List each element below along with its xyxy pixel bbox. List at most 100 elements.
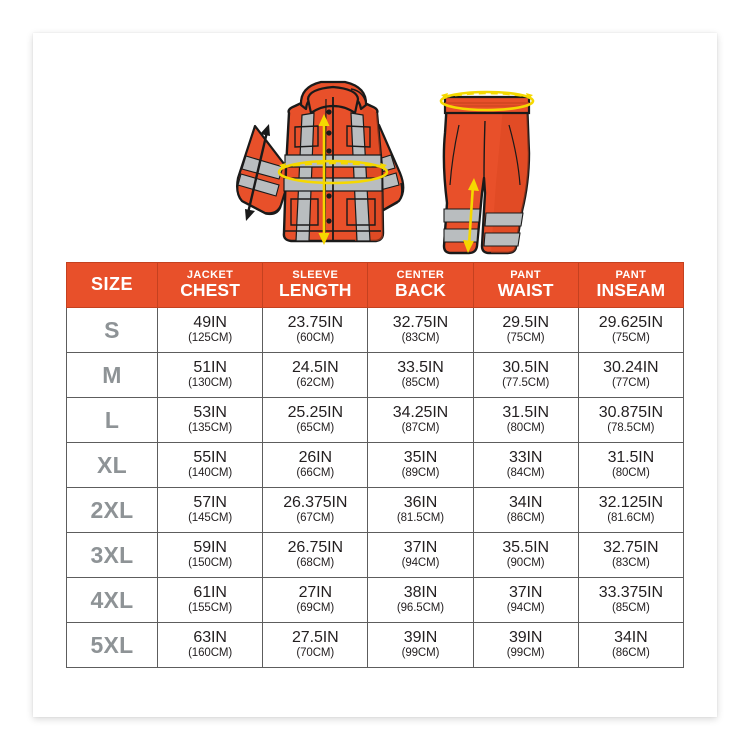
pant-inseam-centimeters: (81.6CM): [607, 512, 655, 525]
pant-waist-centimeters: (99CM): [506, 647, 545, 660]
jacket-chest-inches: 61IN: [193, 584, 227, 602]
cell-center-back: 34.25IN (87CM): [367, 397, 474, 443]
center-back-centimeters: (85CM): [401, 377, 440, 390]
sleeve-length-inches: 26.375IN: [283, 494, 348, 512]
pant-waist-centimeters: (75CM): [506, 332, 545, 345]
pant-inseam-centimeters: (83CM): [611, 557, 650, 570]
center-back-inches: 34.25IN: [392, 404, 449, 422]
center-back-centimeters: (99CM): [401, 647, 440, 660]
waist-measurement-ellipse: [439, 90, 535, 112]
cell-sleeve-length: 26.75IN (68CM): [262, 532, 369, 578]
column-header-center-back-main: BACK: [394, 280, 446, 301]
pant-waist-centimeters: (80CM): [506, 422, 545, 435]
pant-inseam-inches: 33.375IN: [598, 584, 663, 602]
pant-waist-inches: 39IN: [508, 629, 543, 647]
jacket-chest-inches: 53IN: [193, 404, 227, 422]
pant-waist-centimeters: (90CM): [506, 557, 545, 570]
pant-inseam-inches: 30.875IN: [598, 404, 663, 422]
center-back-inches: 38IN: [403, 584, 438, 602]
pant-inseam-inches: 32.125IN: [598, 494, 663, 512]
cell-jacket-chest: 63IN (160CM): [156, 622, 264, 668]
column-header-jacket-chest: JACKET CHEST: [156, 262, 264, 308]
cell-pant-waist: 31.5IN (80CM): [472, 397, 579, 443]
pant-waist-inches: 30.5IN: [502, 359, 549, 377]
size-label: 4XL: [90, 586, 134, 613]
center-back-measurement-arrow: [318, 114, 330, 245]
column-header-pant-waist-top: PANT: [510, 268, 542, 281]
cell-size-2xl: 2XL: [66, 487, 158, 533]
table-row: 5XL 63IN (160CM) 27.5IN (70CM) 39IN (99CM) 39IN…: [66, 622, 684, 668]
size-label: XL: [97, 451, 127, 478]
pant-waist-inches: 29.5IN: [502, 314, 549, 332]
cell-size-s: S: [66, 307, 158, 353]
cell-pant-inseam: 34IN (86CM): [577, 622, 684, 668]
cell-pant-waist: 39IN (99CM): [472, 622, 579, 668]
inseam-measurement-arrow: [463, 178, 479, 253]
cell-pant-inseam: 33.375IN (85CM): [577, 577, 684, 623]
sleeve-length-measurement-arrow: [245, 124, 270, 221]
pant-inseam-inches: 32.75IN: [603, 539, 659, 557]
cell-sleeve-length: 25.25IN (65CM): [262, 397, 369, 443]
center-back-centimeters: (83CM): [401, 332, 440, 345]
hi-vis-jacket-illustration: [236, 80, 405, 245]
cell-center-back: 38IN (96.5CM): [367, 577, 474, 623]
center-back-inches: 37IN: [403, 539, 438, 557]
pant-inseam-centimeters: (86CM): [611, 647, 650, 660]
pant-inseam-inches: 29.625IN: [598, 314, 663, 332]
jacket-chest-inches: 57IN: [193, 494, 227, 512]
table-body: S 49IN (125CM) 23.75IN (60CM) 32.75IN (83CM) 29…: [66, 307, 684, 668]
pant-inseam-centimeters: (80CM): [611, 467, 650, 480]
cell-center-back: 36IN (81.5CM): [367, 487, 474, 533]
size-label: 5XL: [90, 631, 134, 658]
column-header-pant-waist-main: WAIST: [497, 280, 554, 301]
pant-waist-centimeters: (86CM): [506, 512, 545, 525]
pant-waist-inches: 37IN: [508, 584, 543, 602]
jacket-chest-centimeters: (135CM): [188, 422, 233, 435]
cell-center-back: 39IN (99CM): [367, 622, 474, 668]
pant-waist-centimeters: (94CM): [506, 602, 545, 615]
jacket-chest-inches: 63IN: [193, 629, 227, 647]
cell-jacket-chest: 55IN (140CM): [156, 442, 264, 488]
table-row: 3XL 59IN (150CM) 26.75IN (68CM) 37IN (94CM) 35.…: [66, 532, 684, 578]
sleeve-length-inches: 26IN: [298, 449, 333, 467]
table-row: 4XL 61IN (155CM) 27IN (69CM) 38IN (96.5CM) 37IN…: [66, 577, 684, 623]
sleeve-length-inches: 27.5IN: [292, 629, 339, 647]
cell-center-back: 32.75IN (83CM): [367, 307, 474, 353]
sleeve-length-centimeters: (60CM): [296, 332, 335, 345]
jacket-chest-centimeters: (130CM): [188, 377, 233, 390]
column-header-sleeve-length-top: SLEEVE: [292, 268, 339, 281]
sleeve-length-inches: 23.75IN: [287, 314, 343, 332]
jacket-chest-inches: 49IN: [193, 314, 227, 332]
size-label: S: [104, 316, 120, 343]
sleeve-length-inches: 24.5IN: [292, 359, 339, 377]
cell-center-back: 35IN (89CM): [367, 442, 474, 488]
center-back-inches: 36IN: [403, 494, 438, 512]
column-header-pant-inseam-top: PANT: [615, 268, 647, 281]
column-header-pant-inseam-main: INSEAM: [596, 280, 666, 301]
pant-waist-inches: 34IN: [508, 494, 543, 512]
sleeve-length-centimeters: (66CM): [296, 467, 335, 480]
pant-inseam-inches: 34IN: [614, 629, 648, 647]
pant-inseam-centimeters: (75CM): [611, 332, 650, 345]
center-back-inches: 35IN: [403, 449, 438, 467]
jacket-chest-centimeters: (160CM): [188, 647, 233, 660]
cell-pant-inseam: 32.75IN (83CM): [577, 532, 684, 578]
jacket-chest-centimeters: (150CM): [188, 557, 233, 570]
chest-measurement-ellipse: [277, 159, 389, 185]
pant-inseam-centimeters: (77CM): [611, 377, 650, 390]
cell-pant-waist: 37IN (94CM): [472, 577, 579, 623]
cell-jacket-chest: 57IN (145CM): [156, 487, 264, 533]
cell-pant-inseam: 32.125IN (81.6CM): [577, 487, 684, 533]
cell-jacket-chest: 51IN (130CM): [156, 352, 264, 398]
jacket-chest-inches: 51IN: [193, 359, 227, 377]
pant-waist-centimeters: (84CM): [506, 467, 545, 480]
cell-size-5xl: 5XL: [66, 622, 158, 668]
cell-size-l: L: [66, 397, 158, 443]
column-header-jacket-chest-top: JACKET: [186, 268, 234, 281]
center-back-centimeters: (89CM): [401, 467, 440, 480]
pant-inseam-inches: 31.5IN: [607, 449, 655, 467]
cell-pant-inseam: 31.5IN (80CM): [577, 442, 684, 488]
table-header: SIZE JACKET CHEST SLEEVE LENGTH CENTER B…: [66, 262, 684, 308]
cell-pant-inseam: 29.625IN (75CM): [577, 307, 684, 353]
